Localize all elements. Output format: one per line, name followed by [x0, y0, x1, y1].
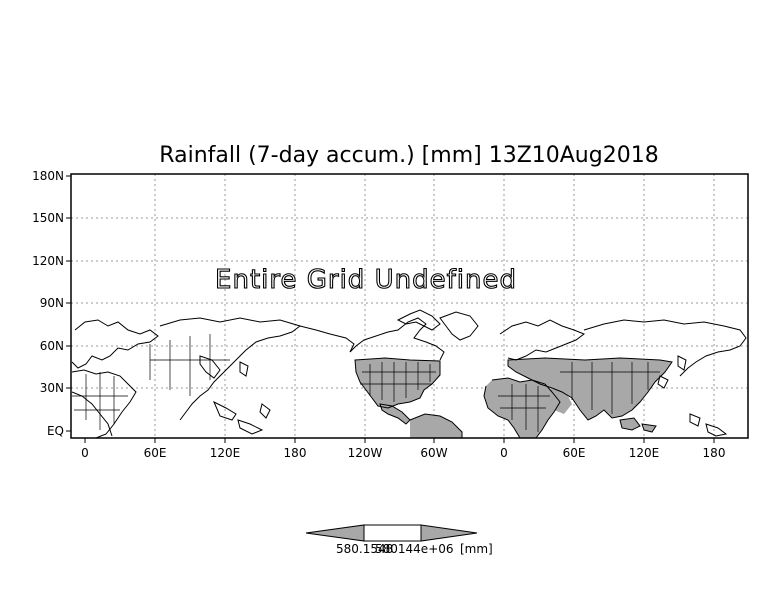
country-borders	[72, 334, 660, 432]
lat-label: 150N	[32, 211, 64, 225]
coastlines	[71, 309, 747, 439]
lat-label: 120N	[32, 254, 64, 268]
colorbar-label-left: 580.1548	[336, 542, 393, 556]
lon-label: 120E	[210, 446, 241, 460]
lon-label: 120E	[629, 446, 660, 460]
colorbar: 580.1548 580144e+06 [mm]	[305, 524, 493, 556]
lon-label: 60W	[420, 446, 447, 460]
colorbar-units: [mm]	[460, 542, 493, 556]
map-frame	[70, 173, 749, 439]
lon-label: 60E	[563, 446, 586, 460]
lon-label: 60E	[144, 446, 167, 460]
undefined-grid-message: Entire Grid Undefined	[215, 265, 517, 295]
lat-labels: 180N 150N 120N 90N 60N 30N EQ	[32, 169, 64, 438]
lon-labels: 0 60E 120E 180 120W 60W 0 60E 120E 180	[81, 446, 725, 460]
colorbar-center-box	[363, 524, 422, 542]
lon-label: 120W	[348, 446, 383, 460]
map-title: Rainfall (7-day accum.) [mm] 13Z10Aug201…	[159, 143, 658, 168]
lon-label: 0	[81, 446, 89, 460]
colorbar-right-arrow	[420, 524, 478, 542]
lon-label: 180	[284, 446, 307, 460]
lon-label: 180	[703, 446, 726, 460]
lat-label: 30N	[40, 381, 64, 395]
colorbar-label-right: 580144e+06	[375, 542, 454, 556]
lat-label: EQ	[47, 424, 64, 438]
lat-label: 60N	[40, 339, 64, 353]
lat-label: 90N	[40, 296, 64, 310]
lon-label: 0	[500, 446, 508, 460]
map-gridlines	[71, 174, 748, 438]
lat-label: 180N	[32, 169, 64, 183]
axis-ticks	[66, 175, 715, 443]
colorbar-left-arrow	[305, 524, 365, 542]
